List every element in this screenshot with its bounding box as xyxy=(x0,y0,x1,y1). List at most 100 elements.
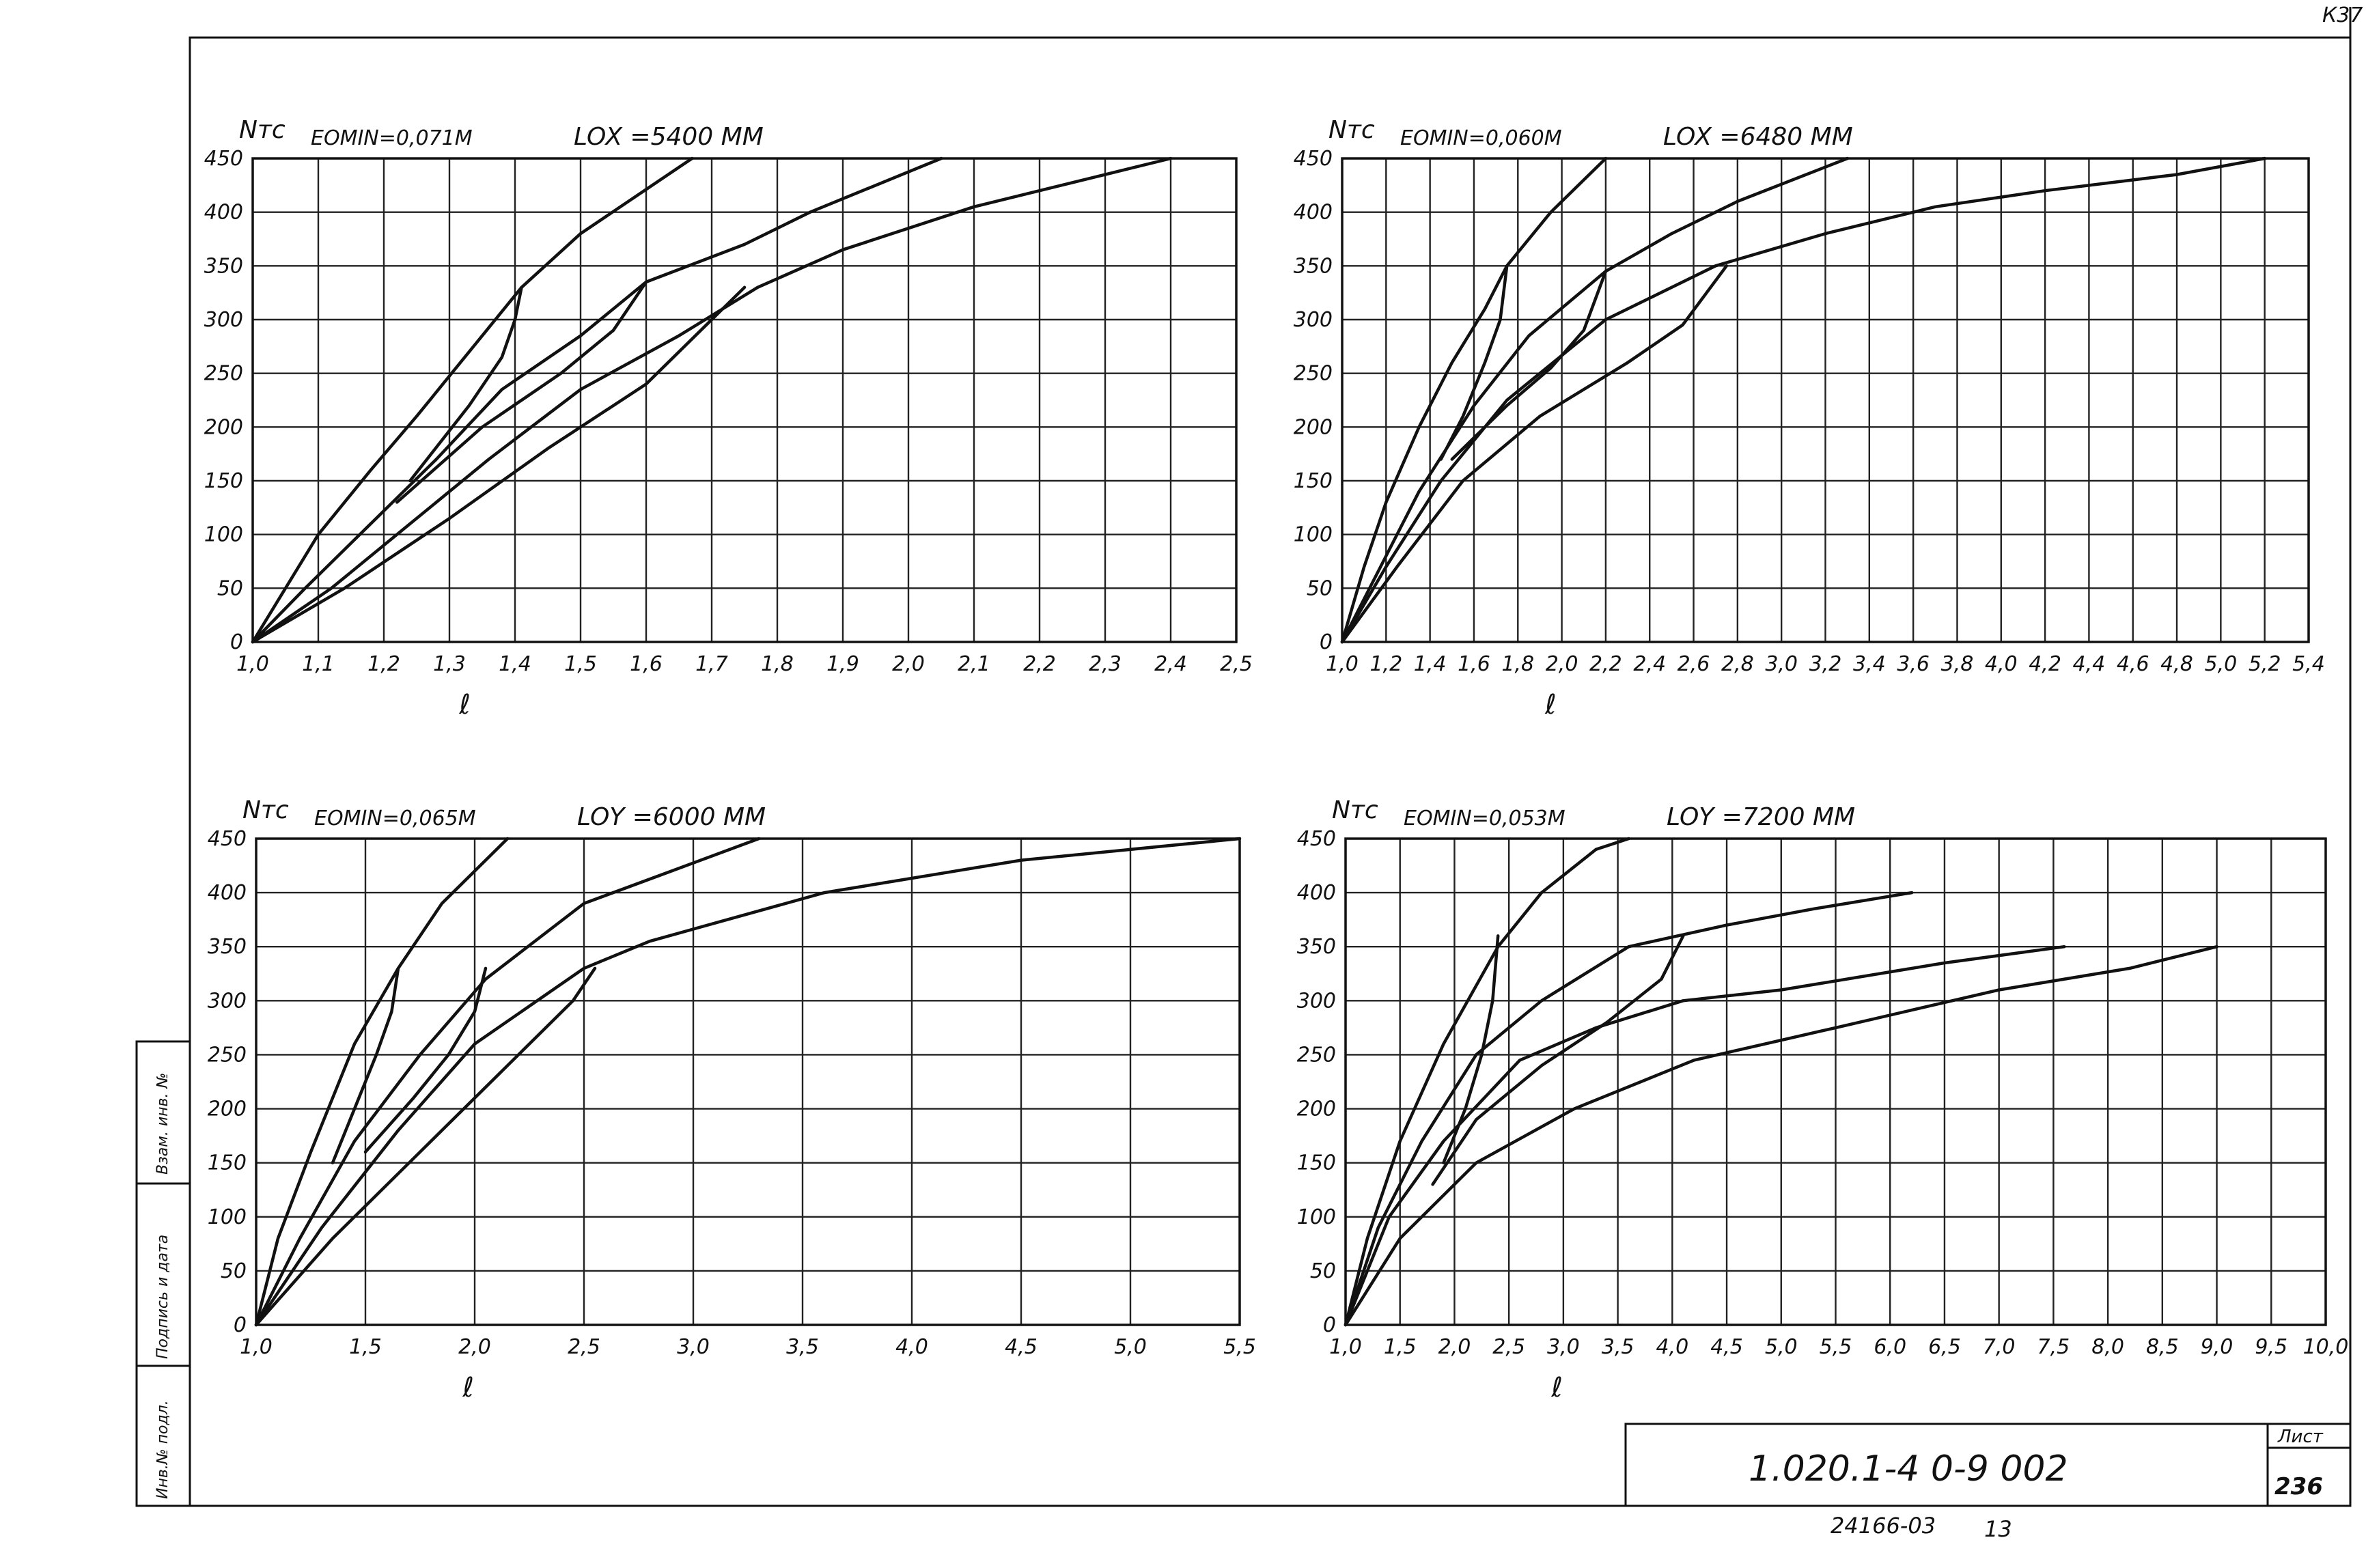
plot-top-left: 1,0 1,1 1,2 1,3 1,4 1,5 1,6 1,7 1,8 1,9 2,0 2,1 2,2 2… xyxy=(204,116,1253,720)
x-tick-label: 5,0 xyxy=(1765,1335,1798,1359)
x-tick-label: 2,2 xyxy=(1589,652,1622,676)
x-tick-label: 1,2 xyxy=(367,652,400,676)
y-tick-label: 50 xyxy=(1307,576,1333,600)
series-line xyxy=(251,156,943,644)
y-tick-label: 300 xyxy=(1297,989,1336,1013)
x-tick-label: 8,0 xyxy=(2091,1335,2124,1359)
x-tick-label: 1,6 xyxy=(1458,652,1490,676)
x-tick-label: 2,1 xyxy=(958,652,990,676)
x-tick-label: 5,2 xyxy=(2249,652,2281,676)
x-tick-label: 2,6 xyxy=(1678,652,1710,676)
x-tick-label: 2,5 xyxy=(568,1335,600,1359)
x-tick-label: 4,5 xyxy=(1710,1335,1743,1359)
y-tick-label: 450 xyxy=(1294,147,1333,171)
y-tick-label: 250 xyxy=(1297,1043,1336,1067)
y-tick-label: 250 xyxy=(1294,362,1333,386)
y-tick-label: 350 xyxy=(1297,935,1336,959)
y-tick-label: 450 xyxy=(208,827,247,851)
x-tick-label: 1,2 xyxy=(1369,652,1402,676)
x-tick-label: 9,0 xyxy=(2201,1335,2233,1359)
series-line xyxy=(251,156,694,644)
series-line xyxy=(251,156,1173,644)
series-line xyxy=(1340,156,1849,644)
x-axis-label: ℓ xyxy=(1550,1372,1563,1403)
x-tick-label: 3,0 xyxy=(677,1335,710,1359)
x-tick-label: 3,0 xyxy=(1765,652,1798,676)
series-line xyxy=(254,837,510,1327)
y-tick-label: 400 xyxy=(208,881,247,905)
x-tick-label: 3,0 xyxy=(1547,1335,1580,1359)
y-tick-label: 350 xyxy=(204,254,243,278)
x-tick-label: 3,4 xyxy=(1853,652,1886,676)
plot-bottom-left: 1,0 1,5 2,0 2,5 3,0 3,5 4,0 4,5 5,0 5,5 0 50 100 150 2… xyxy=(208,796,1256,1403)
margin-label-sign: Подпись и дата xyxy=(154,1235,171,1359)
x-tick-label: 3,5 xyxy=(1602,1335,1634,1359)
x-tick-label: 4,6 xyxy=(2117,652,2149,676)
title-block: 1.020.1-4 0-9 002 Лист 236 xyxy=(1624,1423,2352,1507)
series-line xyxy=(1344,944,2218,1327)
y-tick-label: 50 xyxy=(1310,1259,1336,1283)
series-line xyxy=(1344,837,1630,1327)
series-line xyxy=(408,285,523,483)
y-tick-label: 50 xyxy=(217,576,243,600)
x-tick-label: 4,8 xyxy=(2160,652,2193,676)
x-tick-label: 5,5 xyxy=(1223,1335,1256,1359)
margin-stamp-strip: Инв.№ подл. Подпись и дата Взам. инв. № xyxy=(135,1040,191,1507)
plot-bottom-right: 1,0 1,5 2,0 2,5 3,0 3,5 4,0 4,5 5,0 5,5 6,0 6,5 7,0 7… xyxy=(1297,796,2349,1403)
series-line xyxy=(1340,264,1729,644)
x-tick-label: 1,8 xyxy=(1501,652,1534,676)
eccentricity-label: EOMIN=0,053M xyxy=(1404,807,1565,830)
y-tick-label: 250 xyxy=(208,1043,247,1067)
series-line xyxy=(1344,891,1914,1327)
series-line xyxy=(1439,264,1509,461)
x-tick-label: 1,7 xyxy=(695,652,728,676)
y-tick-label: 250 xyxy=(204,362,243,386)
y-tick-label: 0 xyxy=(234,1313,247,1337)
y-tick-label: 150 xyxy=(1294,469,1333,493)
x-tick-label: 1,5 xyxy=(564,652,597,676)
x-tick-label: 1,0 xyxy=(236,652,269,676)
y-tick-label: 0 xyxy=(1323,1313,1336,1337)
y-tick-label: 200 xyxy=(208,1097,247,1121)
x-tick-label: 2,8 xyxy=(1721,652,1754,676)
x-tick-label: 2,4 xyxy=(1633,652,1666,676)
series-line xyxy=(1340,156,2266,644)
y-tick-label: 200 xyxy=(1297,1097,1336,1121)
y-tick-label: 400 xyxy=(1294,201,1333,225)
x-axis-label: ℓ xyxy=(458,689,471,720)
y-tick-label: 150 xyxy=(1297,1151,1336,1175)
y-tick-label: 100 xyxy=(1297,1205,1336,1229)
y-tick-label: 400 xyxy=(1297,881,1336,905)
series-line xyxy=(331,966,400,1164)
y-tick-label: 50 xyxy=(221,1259,247,1283)
series-line xyxy=(254,966,597,1327)
x-tick-label: 7,5 xyxy=(2037,1335,2070,1359)
y-tick-label: 0 xyxy=(1320,630,1333,654)
x-tick-label: 2,0 xyxy=(1546,652,1578,676)
y-axis-label: Nтс xyxy=(242,796,289,824)
series-line xyxy=(1431,934,1685,1186)
length-label: LOY =7200 ММ xyxy=(1667,803,1855,831)
x-tick-label: 10,0 xyxy=(2303,1335,2349,1359)
plot-border xyxy=(255,837,1241,1326)
x-tick-label: 2,3 xyxy=(1089,652,1122,676)
plot-border xyxy=(1344,837,2327,1326)
bottom-number: 13 xyxy=(1984,1516,2012,1542)
series-line xyxy=(1340,156,1608,644)
y-tick-label: 450 xyxy=(204,147,243,171)
x-tick-label: 4,4 xyxy=(2073,652,2106,676)
x-axis-label: ℓ xyxy=(1544,689,1557,720)
series-line xyxy=(1442,934,1500,1164)
length-label: LOY =6000 ММ xyxy=(577,803,766,831)
plot-top-right: 1,0 1,2 1,4 1,6 1,8 2,0 2,2 2,4 2,6 2,8 3,0 3,2 3,4 3… xyxy=(1294,116,2325,720)
y-tick-label: 150 xyxy=(204,469,243,493)
x-tick-label: 1,4 xyxy=(1414,652,1447,676)
plot-border xyxy=(251,157,1238,643)
x-tick-label: 2,0 xyxy=(458,1335,491,1359)
y-tick-label: 450 xyxy=(1297,827,1336,851)
x-tick-label: 1,0 xyxy=(1329,1335,1362,1359)
x-tick-label: 3,5 xyxy=(786,1335,819,1359)
series-line xyxy=(395,280,648,504)
x-tick-label: 4,0 xyxy=(895,1335,928,1359)
